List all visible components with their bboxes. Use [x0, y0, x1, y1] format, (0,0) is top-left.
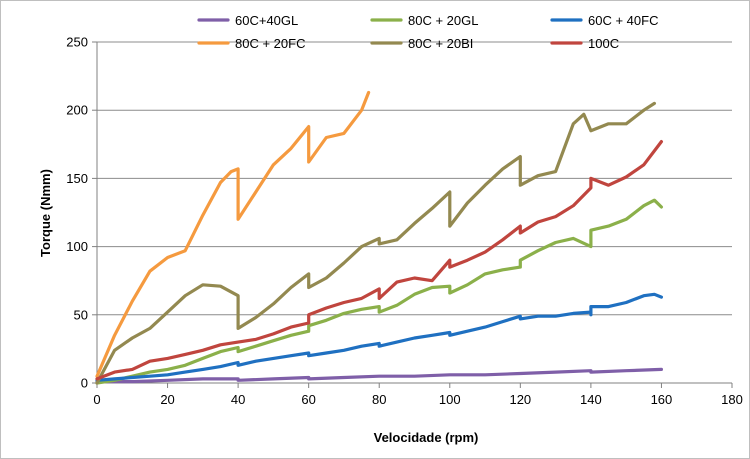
series-line-2: [95, 198, 663, 385]
legend-item: 80C + 20FC: [197, 36, 305, 51]
x-tick-label: 180: [721, 392, 743, 407]
legend-label: 100C: [588, 36, 619, 51]
x-tick-label: 160: [651, 392, 673, 407]
series-line-4: [95, 90, 371, 378]
y-axis-title: Torque (Nmm): [38, 169, 53, 257]
y-tick-label: 250: [66, 35, 88, 50]
series-line-3: [95, 292, 663, 382]
x-axis-title: Velocidade (rpm): [374, 430, 479, 445]
y-tick-label: 150: [66, 171, 88, 186]
axes: 0 50 100 150 200 250 0 20 40 60 80 100 120 140 160 180: [66, 35, 743, 408]
x-tick-label: 140: [580, 392, 602, 407]
legend-item: 80C + 20BI: [370, 36, 473, 51]
legend-label: 80C + 20GL: [408, 13, 478, 28]
y-tick-label: 0: [81, 376, 88, 391]
x-tick-label: 20: [160, 392, 174, 407]
series-lines: [95, 90, 663, 385]
series-line-6: [95, 140, 663, 381]
series-line-1: [95, 367, 663, 384]
x-tick-label: 0: [93, 392, 100, 407]
legend: 60C+40GL 80C + 20GL 60C + 40FC 80C + 20FC 80…: [197, 13, 658, 51]
legend-label: 80C + 20BI: [408, 36, 473, 51]
x-tick-label: 40: [231, 392, 245, 407]
x-tick-label: 120: [509, 392, 531, 407]
legend-label: 60C + 40FC: [588, 13, 658, 28]
y-tick-label: 50: [74, 307, 88, 322]
legend-label: 80C + 20FC: [235, 36, 305, 51]
y-tick-label: 100: [66, 239, 88, 254]
x-tick-label: 80: [372, 392, 386, 407]
legend-item: 60C + 40FC: [550, 13, 658, 28]
x-tick-label: 100: [439, 392, 461, 407]
legend-item: 60C+40GL: [197, 13, 298, 28]
series-line-5: [95, 101, 656, 385]
y-tick-label: 200: [66, 103, 88, 118]
legend-item: 100C: [550, 36, 619, 51]
legend-item: 80C + 20GL: [370, 13, 478, 28]
legend-label: 60C+40GL: [235, 13, 298, 28]
x-tick-label: 60: [301, 392, 315, 407]
